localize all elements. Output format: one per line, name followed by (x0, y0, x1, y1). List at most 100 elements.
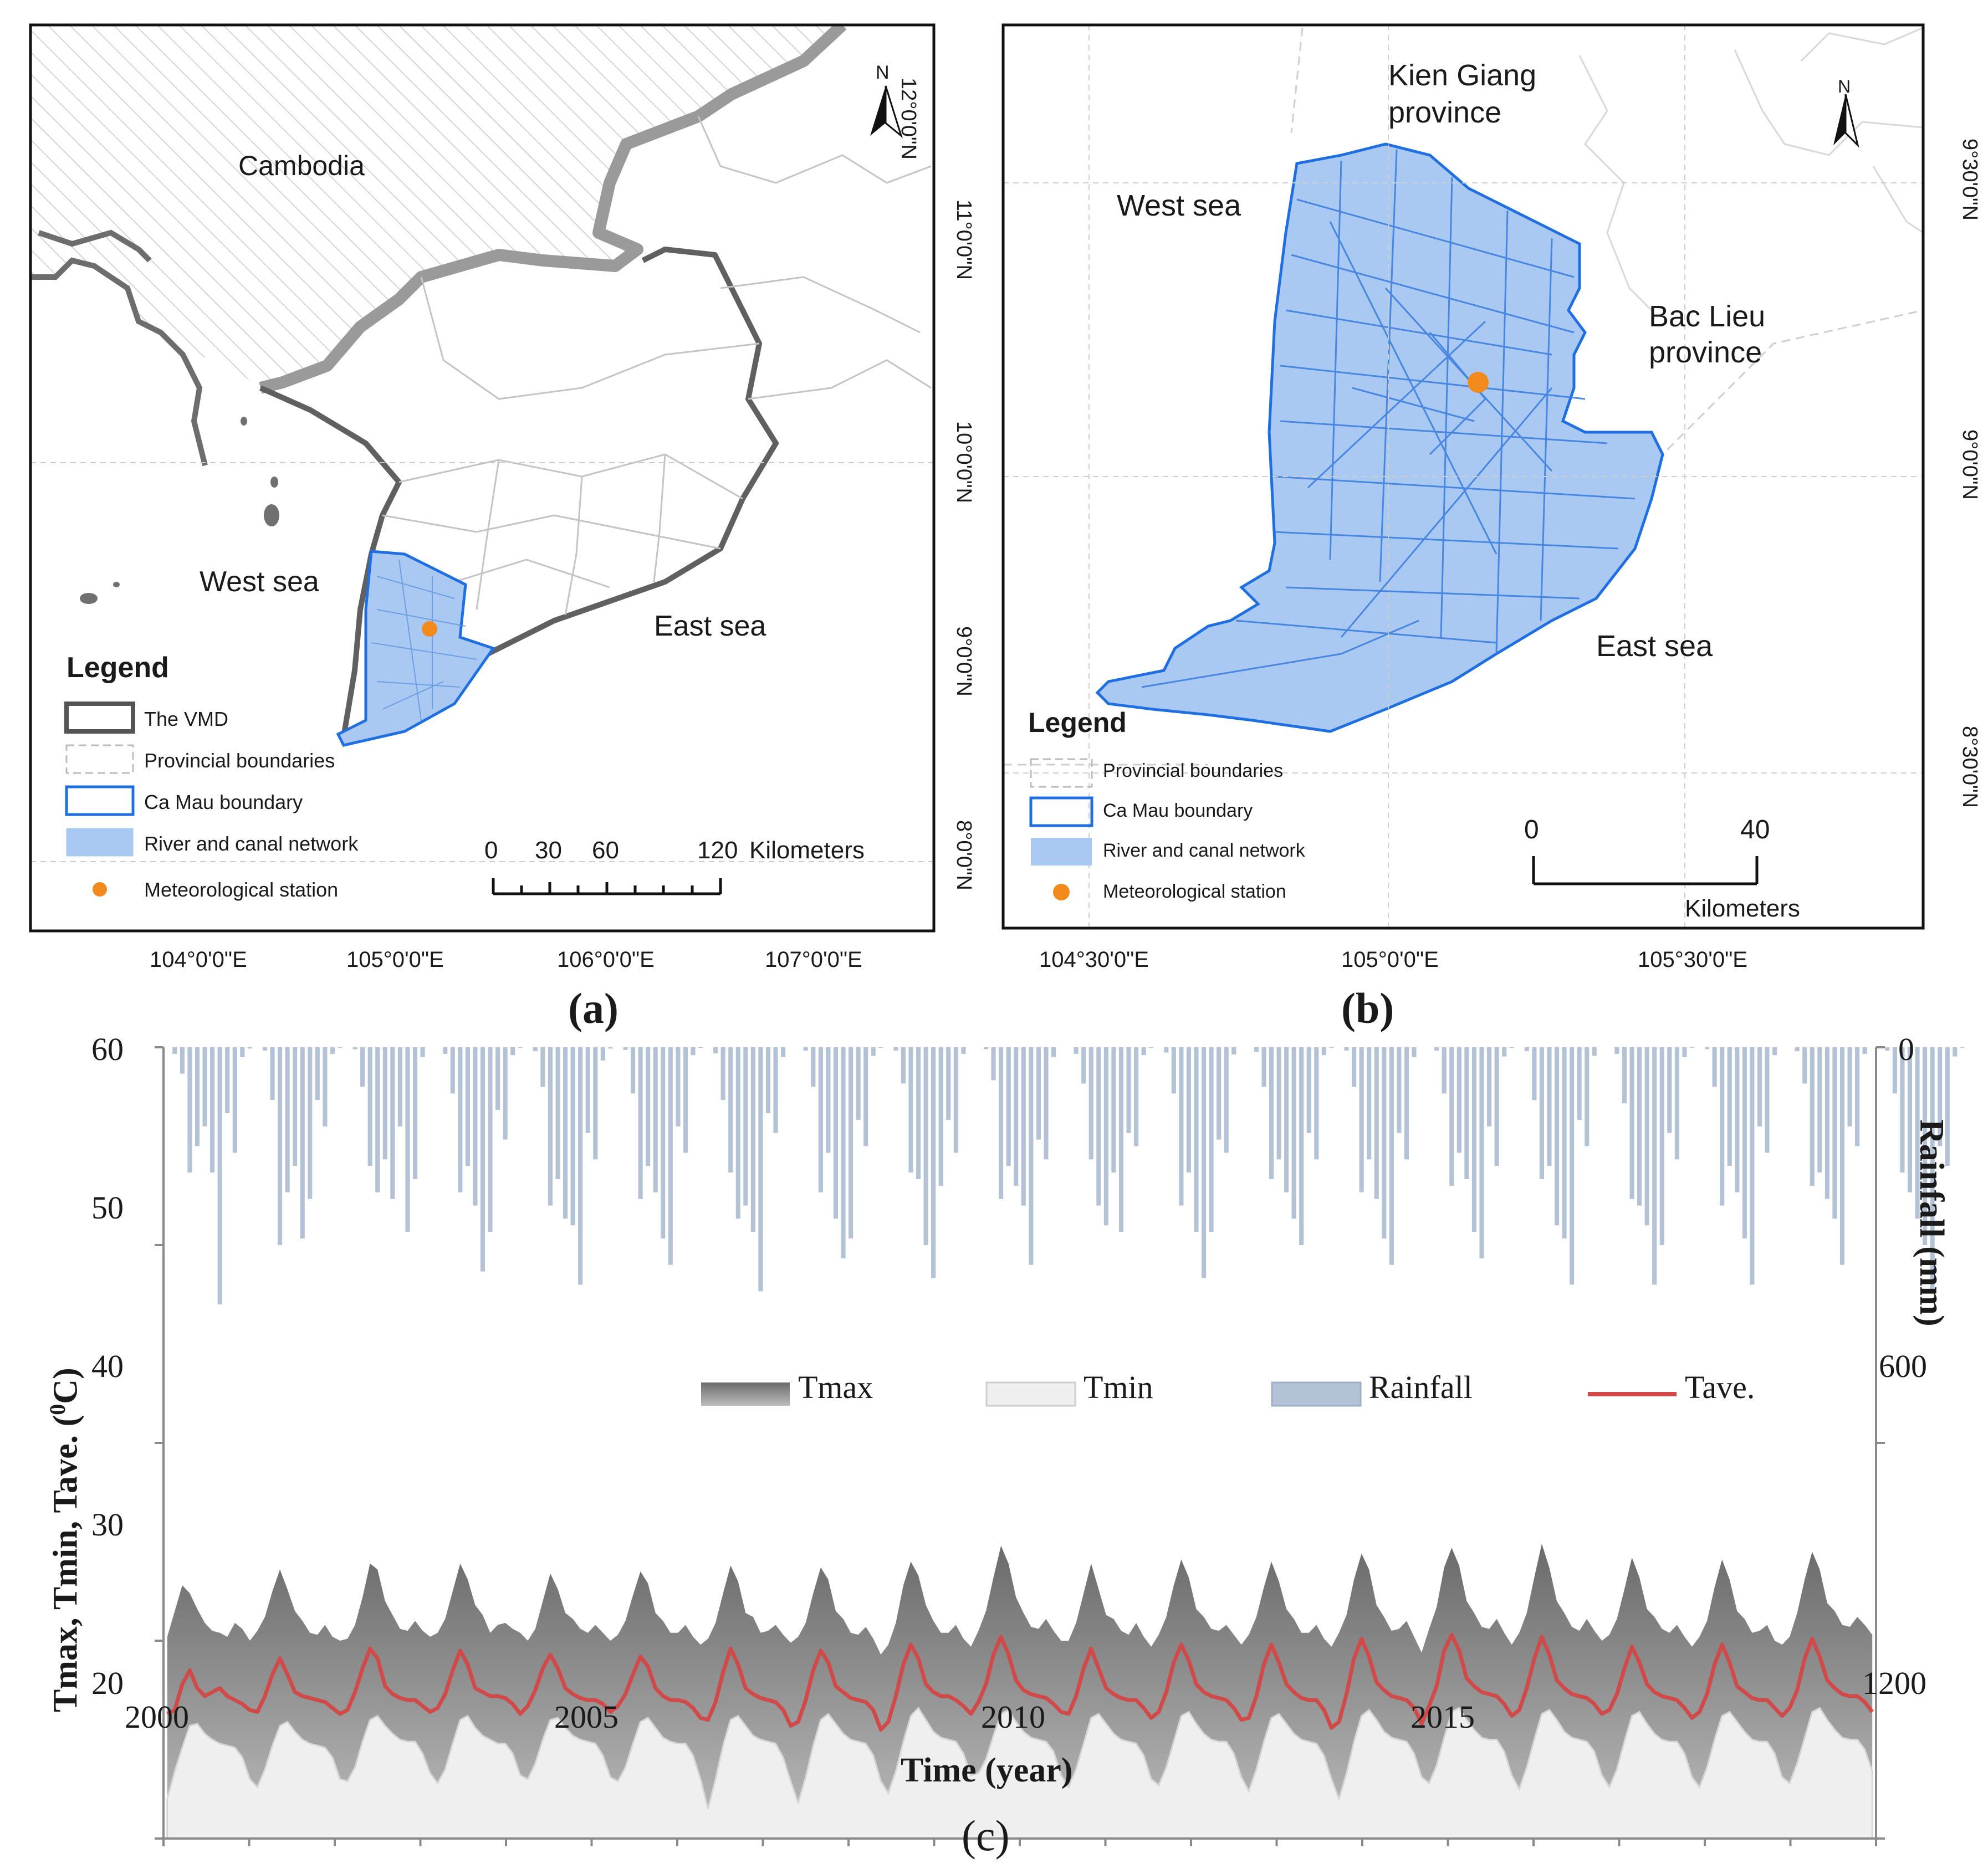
rainfall-bar (1577, 1047, 1582, 1120)
rainfall-bar (1276, 1047, 1281, 1160)
rainfall-bar (293, 1047, 298, 1166)
y-tick-60: 60 (91, 1031, 124, 1067)
lat-tick-a-1: 11°0'0"N (952, 199, 975, 280)
rainfall-bar (683, 1047, 688, 1153)
rainfall-bar (217, 1047, 222, 1305)
rainfall-bar (1622, 1047, 1627, 1104)
rainfall-bar (232, 1047, 237, 1153)
station-marker-a[interactable] (422, 621, 437, 637)
ca-mau-area-b[interactable] (1095, 142, 1664, 733)
rainfall-bar (1006, 1047, 1011, 1166)
rainfall-bar (653, 1047, 658, 1192)
legend-title-a: Legend (67, 652, 169, 684)
map-b (1001, 23, 1925, 930)
tave-line (166, 1632, 1874, 1732)
cambodia-coast (30, 257, 208, 467)
rainfall-bar (1765, 1047, 1770, 1153)
rainfall-bar (1261, 1047, 1266, 1087)
rainfall-bar (1930, 1047, 1935, 1292)
scale-unit-a: Kilometers (749, 837, 865, 864)
rainfall-bar (1456, 1047, 1461, 1153)
rainfall-bar (1554, 1047, 1560, 1226)
scale-unit-b: Kilometers (1685, 895, 1800, 922)
rainfall-bar (1314, 1047, 1319, 1160)
rainfall-bar (983, 1047, 989, 1049)
rainfall-bar (1284, 1047, 1289, 1192)
map-a (29, 23, 936, 933)
legend-item-station-b: Meteorological station (1103, 881, 1286, 902)
lat-tick-a-4: 8°0'0"N (952, 820, 975, 890)
label-kien-giang: Kien Giang (1388, 59, 1537, 92)
rainfall-bar (585, 1047, 590, 1133)
lat-tick-b-2: 8°30'0"N (1958, 726, 1981, 808)
rainfall-bar (1705, 1047, 1710, 1049)
rainfall-bar (1637, 1047, 1642, 1206)
rainfall-bar (1254, 1047, 1259, 1052)
rainfall-bar (1096, 1047, 1101, 1206)
y-tick-50: 50 (91, 1190, 124, 1226)
rainfall-bar (1397, 1047, 1402, 1133)
legend-swatch-rainfall (1271, 1381, 1362, 1407)
station-marker-b[interactable] (1468, 372, 1489, 393)
scale-bar-b (1532, 856, 1759, 885)
y-axis-label: Tmax, Tmin, Tave. (0C) (44, 1368, 86, 1712)
lat-tick-a-0: 12°0'0"N (897, 78, 920, 160)
label-cambodia: Cambodia (238, 150, 365, 181)
legend-item-station-a: Meteorological station (144, 878, 339, 901)
scale-tick-a-0: 0 (484, 837, 498, 864)
rainfall-bar (826, 1047, 831, 1153)
rainfall-bar (202, 1047, 207, 1126)
graticule-a (30, 462, 934, 862)
rainfall-bar (953, 1047, 958, 1153)
rainfall-bar (931, 1047, 936, 1278)
rainfall-bar (1960, 1047, 1965, 1048)
rainfall-bar (458, 1047, 463, 1192)
rainfall-bar (563, 1047, 568, 1219)
rainfall-bar (1352, 1047, 1357, 1087)
legend-item-canal-a: River and canal network (144, 832, 359, 855)
x-axis-label: Time (year) (901, 1752, 1073, 1789)
rainfall-bar (593, 1047, 598, 1160)
rainfall-bar (1938, 1047, 1943, 1146)
rainfall-bar (533, 1047, 538, 1052)
rainfall-bar (180, 1047, 185, 1074)
rainfall-bar (878, 1047, 883, 1048)
rainfall-bar (1344, 1047, 1349, 1051)
label-bac-lieu: Bac Lieu (1649, 300, 1766, 333)
rainfall-bar (773, 1047, 778, 1133)
rainfall-bar (1885, 1047, 1890, 1051)
y2-axis-label: Rainfall (mm) (1913, 1119, 1950, 1327)
rainfall-bar (1141, 1047, 1146, 1056)
ca-mau-area-a[interactable] (336, 550, 495, 747)
legend-title-b: Legend (1028, 707, 1127, 738)
rainfall-bar (473, 1047, 478, 1206)
rainfall-bar (375, 1047, 380, 1192)
rainfall-bar (600, 1047, 605, 1061)
panel-label-b: (b) (1341, 984, 1394, 1032)
rainfall-bar (1186, 1047, 1191, 1173)
rainfall-bar (999, 1047, 1004, 1199)
rainfall-bar (781, 1047, 786, 1057)
rainfall-bar (1757, 1047, 1762, 1126)
rainfall-bar (382, 1047, 387, 1160)
north-arrow-a (870, 85, 903, 139)
rainfall-bar (1825, 1047, 1829, 1199)
rainfall-bar (1674, 1047, 1679, 1160)
rainfall-bar (1051, 1047, 1056, 1057)
rainfall-bar (338, 1047, 343, 1048)
north-label-b: N (1838, 76, 1851, 96)
rainfall-bar (172, 1047, 177, 1054)
rainfall-bar (1712, 1047, 1717, 1087)
rainfall-bar (1111, 1047, 1116, 1173)
rainfall-bar (1953, 1047, 1958, 1057)
rainfall-bar (893, 1047, 898, 1051)
rainfall-bar (1629, 1047, 1634, 1199)
rainfall-bar (570, 1047, 575, 1226)
rainfall-bar (1486, 1047, 1492, 1126)
lon-tick-a-3: 107°0'0"E (765, 948, 862, 972)
rainfall-bar (1832, 1047, 1837, 1219)
rainfall-bar (300, 1047, 305, 1239)
rainfall-bar (863, 1047, 868, 1146)
rainfall-bar (1217, 1047, 1222, 1140)
rainfall-bar (1044, 1047, 1049, 1160)
